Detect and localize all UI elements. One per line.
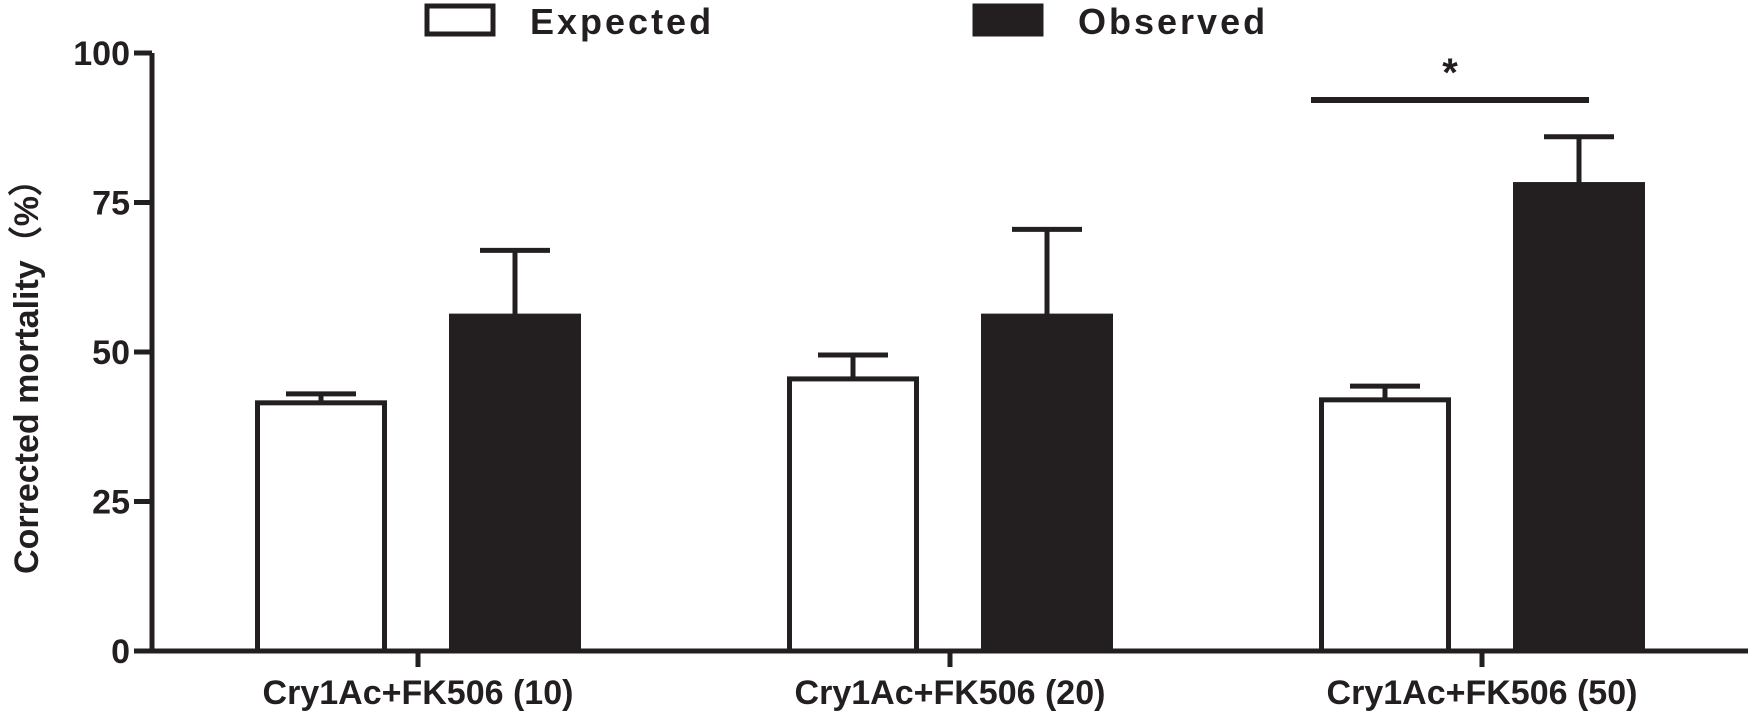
- y-axis-label: Corrected mortality（%）: [7, 162, 46, 574]
- significance-star: *: [1442, 51, 1458, 95]
- significance-annotation: *: [1311, 51, 1589, 103]
- y-axis: 0 25 50 75 100: [73, 35, 155, 671]
- x-axis: Cry1Ac+FK506 (10) Cry1Ac+FK506 (20) Cry1Ac…: [152, 648, 1748, 712]
- legend-label-observed: Observed: [1078, 1, 1268, 42]
- bar-expected: [1319, 397, 1451, 654]
- bar-observed: [981, 313, 1113, 654]
- y-tick-label: 50: [92, 334, 130, 372]
- y-tick-label: 75: [92, 185, 130, 223]
- bar-expected: [787, 376, 919, 654]
- x-tick-label: Cry1Ac+FK506 (50): [1327, 674, 1638, 712]
- bars: [255, 134, 1645, 654]
- legend-swatch-observed: [972, 3, 1044, 37]
- x-tick-label: Cry1Ac+FK506 (10): [263, 674, 574, 712]
- bar-observed: [449, 313, 581, 654]
- bar-expected: [255, 400, 387, 654]
- bar-observed: [1513, 182, 1645, 654]
- y-tick-label: 100: [73, 35, 130, 73]
- y-tick-label: 0: [111, 633, 130, 671]
- legend-label-expected: Expected: [530, 1, 714, 42]
- x-tick-label: Cry1Ac+FK506 (20): [795, 674, 1106, 712]
- y-tick-label: 25: [92, 484, 130, 522]
- legend-swatch-expected: [424, 3, 496, 37]
- legend: Expected Observed: [424, 1, 1268, 42]
